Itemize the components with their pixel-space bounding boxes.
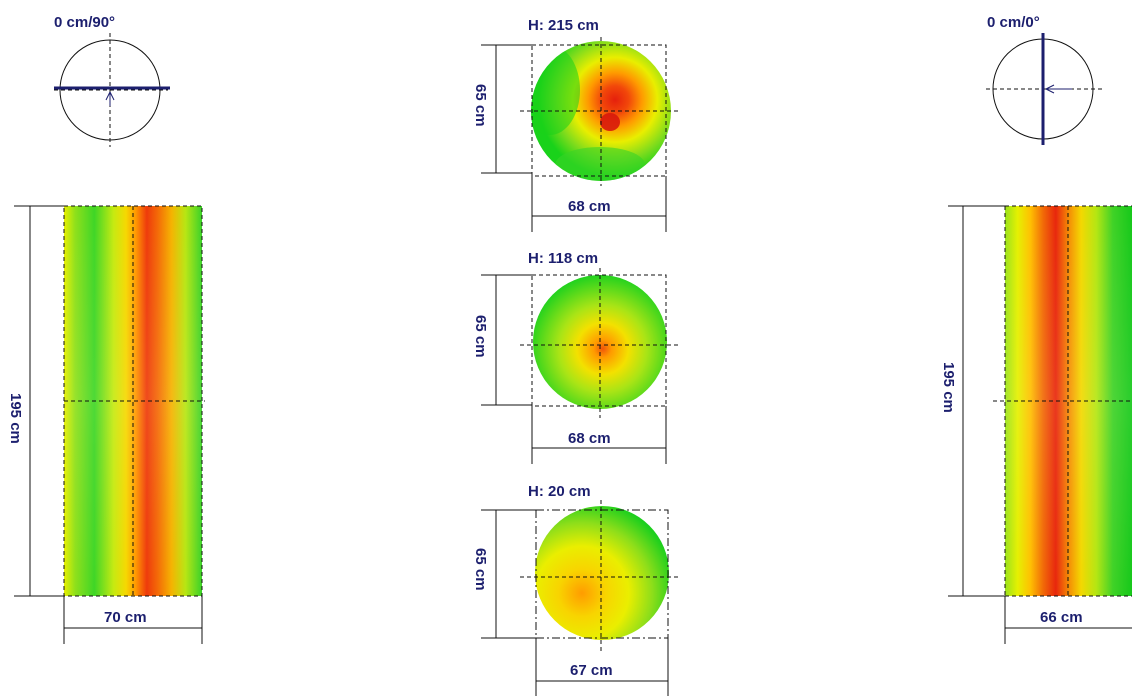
section-3-side-label: 65 cm [472,548,489,591]
section-3-height-label: H: 20 cm [528,483,591,500]
section-3-width-label: 67 cm [570,662,613,679]
section-2-width-label: 68 cm [568,430,611,447]
right-orientation-indicator: 0 cm/0° [986,14,1102,145]
left-arrow-icon [105,91,115,106]
section-1-height-label: H: 215 cm [528,17,599,34]
section-1-width-label: 68 cm [568,198,611,215]
right-width-label: 66 cm [1040,609,1083,626]
left-orientation-indicator: 0 cm/90° [54,14,170,147]
right-height-label: 195 cm [940,362,957,413]
left-height-label: 195 cm [7,393,24,444]
section-2-side-label: 65 cm [472,315,489,358]
right-arrow-icon [1045,84,1072,94]
cross-section-3: H: 20 cm 65 cm 67 cm [472,483,680,696]
right-orientation-label: 0 cm/0° [987,14,1040,31]
left-width-label: 70 cm [104,609,147,626]
section-3-heatmap [535,506,669,640]
section-1-side-label: 65 cm [472,84,489,127]
section-2-height-label: H: 118 cm [528,250,598,267]
right-side-view: 195 cm 66 cm [940,205,1132,644]
cross-section-1: H: 215 cm 65 cm 68 cm [472,17,680,232]
cross-section-2: H: 118 cm 65 cm 68 cm [472,250,680,464]
left-side-view: 195 cm 70 cm [7,205,205,644]
left-orientation-label: 0 cm/90° [54,14,115,31]
